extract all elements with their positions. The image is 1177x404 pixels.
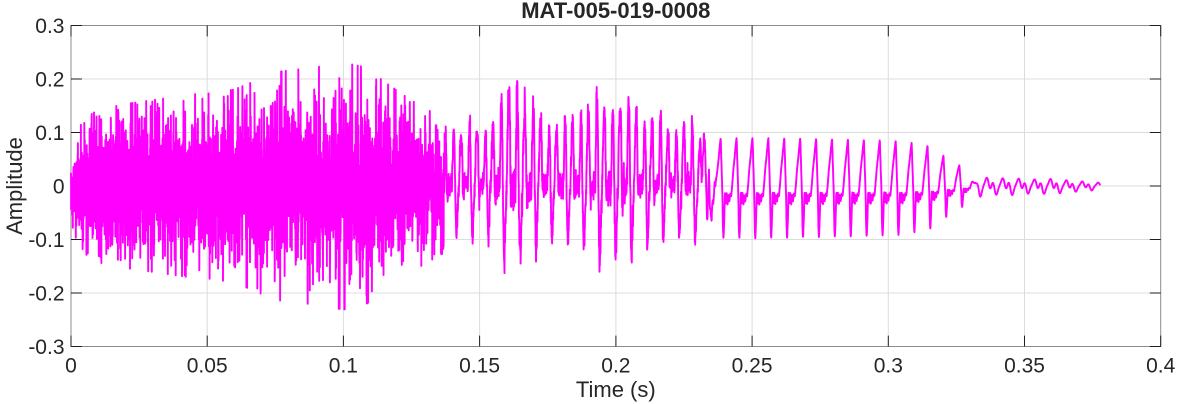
svg-text:0.25: 0.25: [732, 354, 773, 377]
svg-text:0.3: 0.3: [874, 354, 903, 377]
svg-text:0.2: 0.2: [35, 69, 64, 92]
svg-text:0: 0: [53, 176, 65, 199]
svg-text:Time (s): Time (s): [576, 377, 656, 402]
svg-text:0.1: 0.1: [35, 122, 64, 145]
svg-text:-0.2: -0.2: [28, 283, 64, 306]
svg-text:0.35: 0.35: [1004, 354, 1045, 377]
svg-text:0.4: 0.4: [1146, 354, 1176, 377]
svg-text:0: 0: [65, 354, 77, 377]
svg-text:0.2: 0.2: [601, 354, 630, 377]
svg-text:-0.1: -0.1: [28, 229, 64, 252]
svg-text:-0.3: -0.3: [28, 336, 64, 359]
svg-text:0.05: 0.05: [187, 354, 228, 377]
svg-text:MAT-005-019-0008: MAT-005-019-0008: [521, 0, 710, 23]
svg-text:0.1: 0.1: [329, 354, 358, 377]
svg-text:Amplitude: Amplitude: [2, 137, 27, 235]
svg-text:0.15: 0.15: [459, 354, 500, 377]
svg-text:0.3: 0.3: [35, 15, 64, 38]
